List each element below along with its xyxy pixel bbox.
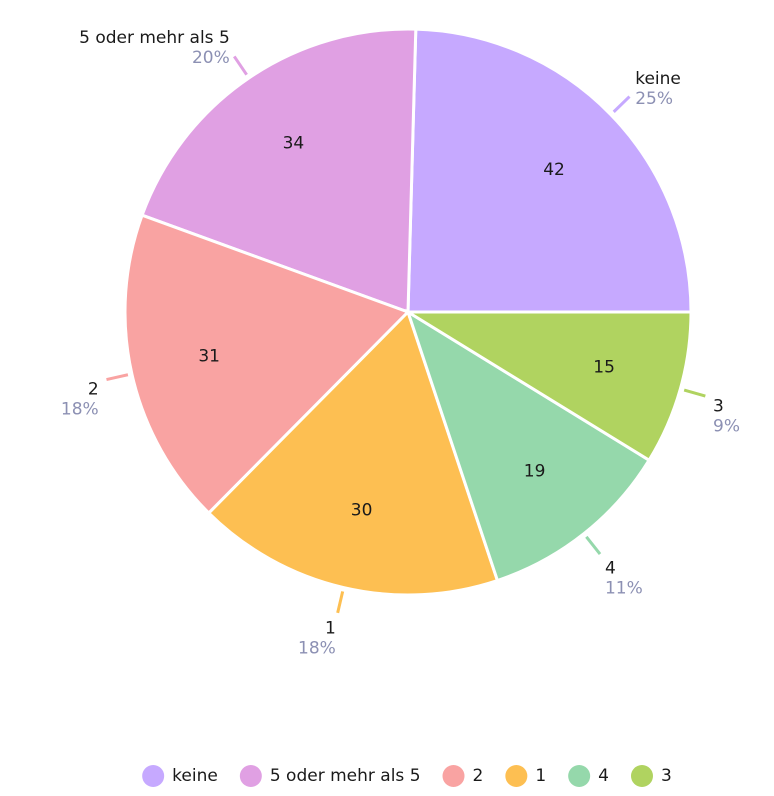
leader-line (612, 95, 631, 113)
slice-percent: 18% (298, 639, 336, 659)
legend-label: keine (172, 766, 218, 786)
slice-percent: 11% (605, 578, 643, 598)
slice-percent: 25% (635, 89, 673, 109)
slice-category: 4 (605, 558, 616, 578)
leader-line (683, 388, 706, 398)
legend-label: 4 (598, 766, 609, 786)
slice-category: keine (635, 69, 681, 89)
legend-swatch (239, 765, 262, 787)
legend-swatch (568, 765, 591, 787)
slice-percent: 20% (192, 48, 230, 68)
pie-slice (406, 27, 693, 314)
leader-line (233, 55, 248, 76)
slice-category: 3 (713, 396, 724, 416)
legend-label: 5 oder mehr als 5 (270, 766, 421, 786)
pie-slice (140, 27, 418, 315)
leader-line (585, 535, 602, 556)
leader-line (106, 373, 129, 382)
slice-percent: 9% (713, 416, 740, 436)
slice-category: 5 oder mehr als 5 (79, 28, 230, 48)
legend: keine 5 oder mehr als 5 2 1 4 3 (142, 765, 672, 787)
legend-label: 2 (473, 766, 484, 786)
slice-category: 1 (325, 619, 336, 639)
slice-value: 19 (524, 462, 546, 482)
legend-swatch (505, 765, 528, 787)
slice-category: 2 (88, 379, 99, 399)
slice-percent: 18% (61, 399, 99, 419)
slice-value: 34 (283, 133, 305, 153)
pie-slice (123, 213, 411, 516)
leader-line (336, 591, 345, 614)
slice-value: 30 (351, 500, 373, 520)
pie-slice (405, 308, 652, 583)
legend-swatch (630, 765, 653, 787)
pie-slice (402, 310, 693, 463)
legend-swatch (142, 765, 165, 787)
slice-value: 42 (543, 160, 565, 180)
pie-slice (206, 309, 500, 597)
legend-label: 3 (661, 766, 672, 786)
slice-value: 31 (198, 347, 220, 367)
slice-value: 15 (593, 357, 615, 377)
legend-swatch (442, 765, 465, 787)
legend-label: 1 (535, 766, 546, 786)
